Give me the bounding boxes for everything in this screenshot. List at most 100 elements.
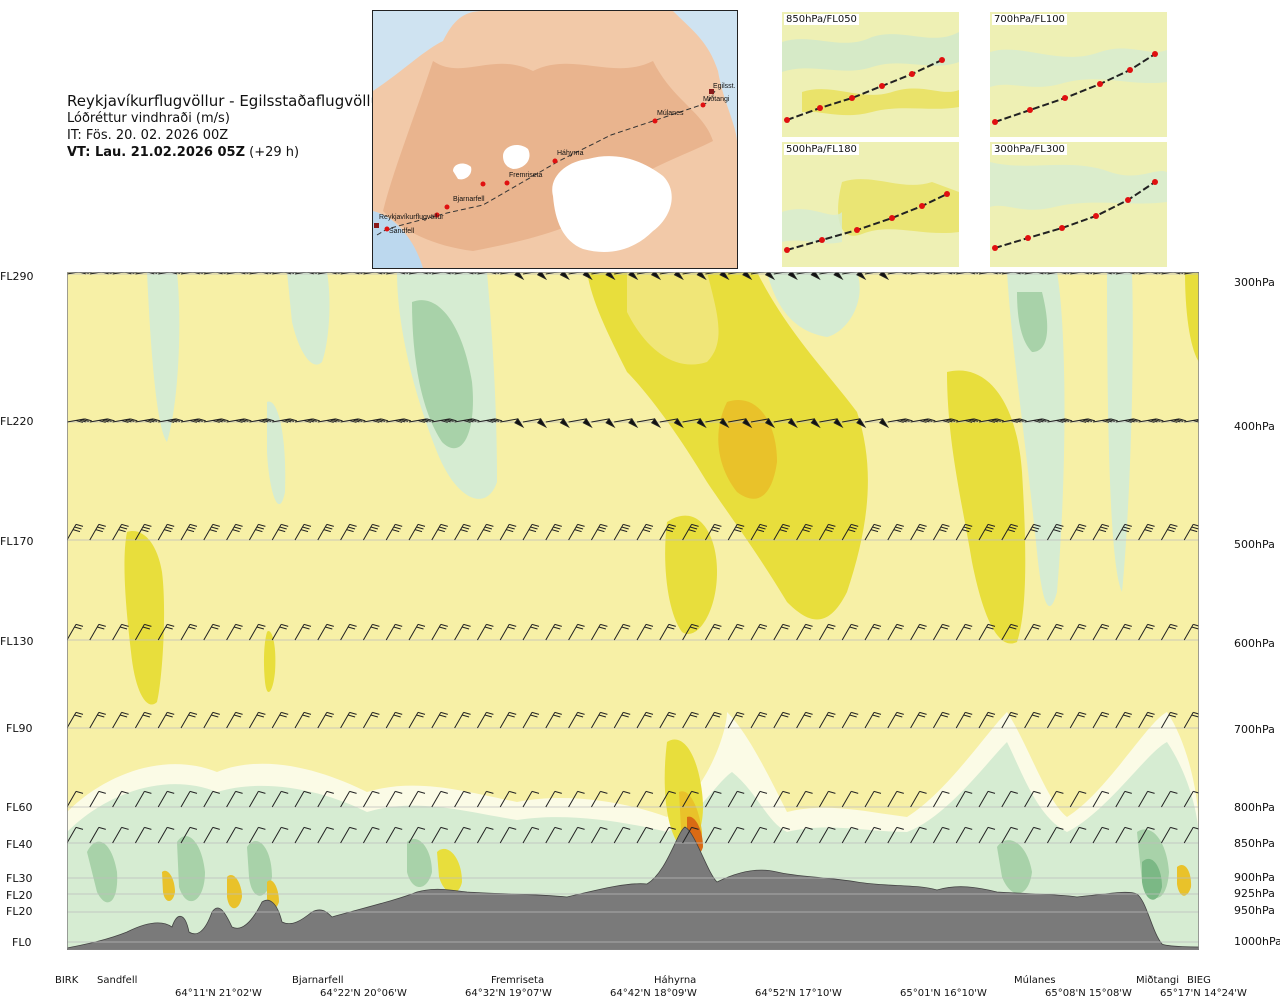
hpa-label-925: 925hPa xyxy=(1234,887,1275,900)
wind-barb xyxy=(1046,826,1064,844)
wind-barb xyxy=(294,623,312,641)
wind-barb xyxy=(522,417,548,429)
wind-barb xyxy=(317,418,343,423)
wind-barb xyxy=(431,711,448,729)
wind-barb xyxy=(796,523,813,541)
wind-barb xyxy=(910,711,927,729)
wind-barb xyxy=(864,826,882,844)
wind-barb xyxy=(135,418,161,423)
map-label-egilsstadir: Egilsst. xyxy=(713,83,736,90)
wind-barb xyxy=(728,417,753,429)
wind-barb xyxy=(317,623,334,641)
wind-barb xyxy=(568,623,585,641)
wind-barb xyxy=(545,623,562,641)
wind-barb xyxy=(773,711,790,729)
wind-barb xyxy=(1046,711,1064,729)
wind-barb xyxy=(180,711,198,729)
wind-barb xyxy=(613,826,631,844)
wind-barb xyxy=(818,623,836,641)
wind-barb xyxy=(910,623,927,641)
wind-barb xyxy=(362,623,380,641)
wind-barb xyxy=(773,623,790,641)
wind-barb xyxy=(1161,418,1187,423)
wind-barb xyxy=(248,523,266,541)
wind-barb xyxy=(522,790,540,808)
wind-barb xyxy=(636,623,654,641)
wind-barb xyxy=(226,523,243,541)
wind-barb xyxy=(1092,790,1110,808)
wind-barb xyxy=(750,623,768,641)
wind-barb xyxy=(887,826,904,844)
wind-barb xyxy=(545,417,570,429)
wind-barb xyxy=(1115,523,1132,541)
wind-barb xyxy=(203,826,220,844)
wind-barb xyxy=(682,826,699,844)
wind-barb xyxy=(1183,523,1199,541)
valid-time-offset: (+29 h) xyxy=(245,145,300,160)
wind-barb xyxy=(499,523,517,541)
wind-barb xyxy=(362,790,380,808)
wind-barb xyxy=(157,826,175,844)
wind-barb xyxy=(1183,623,1199,641)
wind-barb xyxy=(112,790,129,808)
wind-barb xyxy=(750,711,768,729)
wind-barb xyxy=(340,826,357,844)
wind-barb xyxy=(248,623,266,641)
wind-barb xyxy=(431,790,448,808)
coord-label-3: 64°32'N 19°07'W xyxy=(465,988,552,999)
wind-barb xyxy=(112,523,129,541)
mini-map-850: 850hPa/FL050 xyxy=(782,12,959,137)
coord-label-8: 65°17'N 14°24'W xyxy=(1160,988,1247,999)
map-label-mulanes: Múlanes xyxy=(657,110,684,117)
wind-barb xyxy=(1138,418,1164,423)
fl-label-fl0: FL0 xyxy=(12,936,32,949)
wind-barb xyxy=(271,790,289,808)
wind-barb xyxy=(67,418,92,423)
wind-barb xyxy=(841,790,859,808)
coord-label-2: 64°22'N 20°06'W xyxy=(320,988,407,999)
wind-barb xyxy=(590,623,608,641)
hpa-label-950: 950hPa xyxy=(1234,904,1275,917)
mini-map-300-image xyxy=(990,142,1167,267)
wind-barb xyxy=(659,790,676,808)
wind-barb xyxy=(340,711,357,729)
wind-barb xyxy=(864,523,882,541)
wind-barb xyxy=(317,711,334,729)
wind-barb xyxy=(1069,826,1087,844)
wind-barb xyxy=(636,790,654,808)
fl-label-fl130: FL130 xyxy=(0,635,34,648)
wind-barb xyxy=(294,826,312,844)
wind-barb xyxy=(476,523,494,541)
wind-barb xyxy=(454,623,471,641)
title-block: Reykjavíkurflugvöllur - Egilsstaðaflugvö… xyxy=(67,92,386,161)
wind-barb xyxy=(568,790,585,808)
wind-barb xyxy=(704,826,722,844)
wind-barb xyxy=(910,523,927,541)
mini-map-300-label: 300hPa/FL300 xyxy=(992,144,1067,155)
wind-barb xyxy=(158,418,184,423)
wind-barb xyxy=(932,711,950,729)
wind-barb xyxy=(568,826,585,844)
wind-barb xyxy=(363,418,389,423)
wind-barb xyxy=(636,711,654,729)
wind-barb xyxy=(636,826,654,844)
wind-barb xyxy=(1115,826,1132,844)
wind-barb xyxy=(1001,826,1018,844)
wind-barb xyxy=(887,523,904,541)
fl-label-fl290: FL290 xyxy=(0,270,34,283)
wind-barb xyxy=(112,418,138,423)
wind-barb xyxy=(704,523,722,541)
wind-barb xyxy=(203,523,220,541)
wind-barb xyxy=(796,790,813,808)
wind-barb xyxy=(887,711,904,729)
wind-barb xyxy=(1070,418,1096,423)
wind-barb xyxy=(454,523,471,541)
wind-barb xyxy=(773,523,790,541)
station-label-bjarnarfell: Bjarnarfell xyxy=(292,975,344,986)
wind-barb xyxy=(271,623,289,641)
wind-barb xyxy=(887,418,913,423)
wind-barb xyxy=(864,623,882,641)
wind-barb xyxy=(340,623,357,641)
hpa-label-400: 400hPa xyxy=(1234,420,1275,433)
wind-barb xyxy=(226,790,243,808)
